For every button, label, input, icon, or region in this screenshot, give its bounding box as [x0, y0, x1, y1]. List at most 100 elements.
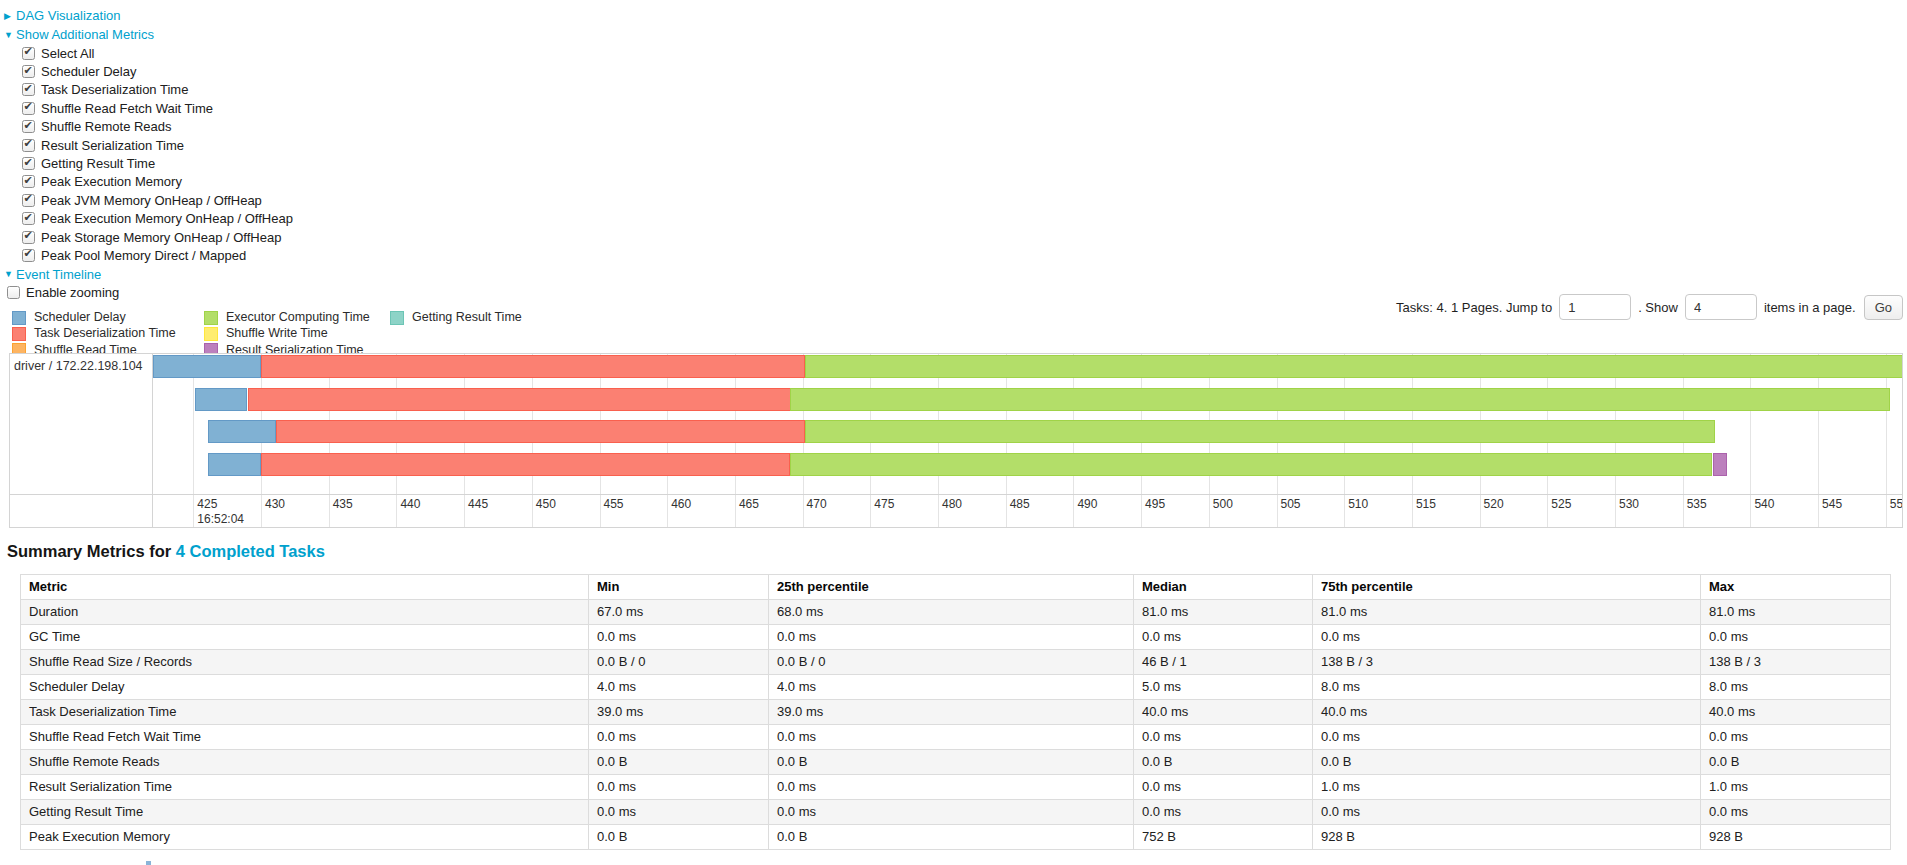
timeline-tick-label: 435 [333, 497, 353, 511]
task-segment-scheduler-delay[interactable] [208, 420, 276, 443]
timeline-tick-label: 465 [739, 497, 759, 511]
timeline-executor-cell: driver / 172.22.198.104 [10, 354, 152, 527]
task-segment-executor-computing[interactable] [805, 355, 1902, 378]
metric-checkbox[interactable] [22, 157, 35, 170]
summary-metrics-table: MetricMin25th percentileMedian75th perce… [20, 574, 1891, 850]
legend-item: Scheduler Delay [12, 310, 176, 326]
items-per-page-input[interactable] [1685, 294, 1757, 320]
timeline-tick-label: 475 [874, 497, 894, 511]
go-button[interactable]: Go [1864, 295, 1903, 320]
metric-checkbox[interactable] [22, 139, 35, 152]
task-segment-executor-computing[interactable] [790, 388, 1889, 411]
metric-value-cell: 0.0 ms [1701, 800, 1891, 825]
timeline-task-row [153, 453, 1902, 476]
metric-checkbox[interactable] [22, 102, 35, 115]
legend-label: Shuffle Write Time [226, 326, 328, 340]
metric-value-cell: 0.0 ms [1134, 775, 1313, 800]
jump-to-page-input[interactable] [1559, 294, 1631, 320]
table-row: Shuffle Read Size / Records0.0 B / 00.0 … [21, 650, 1891, 675]
additional-metrics-checkbox-list: Select AllScheduler DelayTask Deserializ… [4, 44, 293, 265]
legend-item: Shuffle Write Time [204, 326, 370, 342]
task-segment-executor-computing[interactable] [790, 453, 1712, 476]
metric-name-cell: Task Deserialization Time [21, 700, 589, 725]
timeline-tick-label: 500 [1213, 497, 1233, 511]
show-additional-metrics-toggle[interactable]: ▼ Show Additional Metrics [4, 25, 293, 44]
timeline-tick-label: 480 [942, 497, 962, 511]
enable-zooming-checkbox[interactable] [7, 286, 20, 299]
timeline-tick-label: 425 [197, 497, 217, 511]
metric-value-cell: 0.0 B [1134, 750, 1313, 775]
completed-tasks-link[interactable]: 4 Completed Tasks [176, 542, 325, 560]
dag-visualization-label: DAG Visualization [16, 8, 121, 23]
metric-checkbox[interactable] [22, 120, 35, 133]
next-section-indicator-cutoff [146, 861, 151, 865]
task-segment-scheduler-delay[interactable] [195, 388, 248, 411]
event-timeline-toggle[interactable]: ▼ Event Timeline [4, 265, 293, 284]
expanded-arrow-icon: ▼ [4, 30, 16, 40]
metric-value-cell: 39.0 ms [769, 700, 1134, 725]
timeline-tick-label: 450 [536, 497, 556, 511]
metric-checkbox-row: Peak Execution Memory [4, 173, 293, 191]
task-deserialization-legend-swatch [12, 327, 26, 341]
metric-value-cell: 0.0 B [769, 825, 1134, 850]
timeline-time-label: 16:52:04 [197, 512, 244, 526]
expanded-arrow-icon: ▼ [4, 269, 16, 279]
table-row: Duration67.0 ms68.0 ms81.0 ms81.0 ms81.0… [21, 600, 1891, 625]
metric-checkbox-label: Peak Storage Memory OnHeap / OffHeap [41, 230, 281, 245]
metric-name-cell: Shuffle Remote Reads [21, 750, 589, 775]
timeline-axis-divider [10, 494, 1902, 495]
metric-checkbox[interactable] [22, 65, 35, 78]
metric-value-cell: 1.0 ms [1313, 775, 1701, 800]
task-segment-result-serialization[interactable] [1713, 453, 1728, 476]
metric-value-cell: 8.0 ms [1313, 675, 1701, 700]
timeline-tick-label: 525 [1551, 497, 1571, 511]
metric-checkbox[interactable] [22, 231, 35, 244]
legend-label: Task Deserialization Time [34, 326, 176, 340]
dag-visualization-toggle[interactable]: ▶ DAG Visualization [4, 6, 293, 25]
metric-checkbox[interactable] [22, 249, 35, 262]
task-segment-scheduler-delay[interactable] [153, 355, 261, 378]
legend-label: Getting Result Time [412, 310, 522, 324]
metric-checkbox-row: Scheduler Delay [4, 62, 293, 80]
metric-checkbox[interactable] [22, 175, 35, 188]
metric-value-cell: 0.0 ms [1313, 725, 1701, 750]
metric-value-cell: 0.0 ms [769, 725, 1134, 750]
timeline-tick-label: 545 [1822, 497, 1842, 511]
timeline-tick-label: 460 [671, 497, 691, 511]
metric-checkbox[interactable] [22, 212, 35, 225]
table-row: Getting Result Time0.0 ms0.0 ms0.0 ms0.0… [21, 800, 1891, 825]
task-segment-task-deserialization[interactable] [261, 355, 805, 378]
table-header-cell: 75th percentile [1313, 575, 1701, 600]
table-header-row: MetricMin25th percentileMedian75th perce… [21, 575, 1891, 600]
metric-value-cell: 5.0 ms [1134, 675, 1313, 700]
metric-checkbox[interactable] [22, 83, 35, 96]
metric-value-cell: 81.0 ms [1701, 600, 1891, 625]
task-segment-task-deserialization[interactable] [261, 453, 790, 476]
metric-value-cell: 138 B / 3 [1313, 650, 1701, 675]
task-segment-task-deserialization[interactable] [276, 420, 805, 443]
metric-name-cell: Shuffle Read Size / Records [21, 650, 589, 675]
summary-metrics-title: Summary Metrics for [7, 542, 171, 560]
timeline-tick-label: 485 [1010, 497, 1030, 511]
metric-value-cell: 928 B [1313, 825, 1701, 850]
pagination-items-text: items in a page. [1764, 300, 1856, 315]
metric-checkbox-row: Peak Pool Memory Direct / Mapped [4, 246, 293, 264]
metric-value-cell: 81.0 ms [1134, 600, 1313, 625]
metric-value-cell: 138 B / 3 [1701, 650, 1891, 675]
metric-checkbox-label: Peak Pool Memory Direct / Mapped [41, 248, 246, 263]
metric-checkbox[interactable] [22, 194, 35, 207]
metric-value-cell: 0.0 ms [1701, 725, 1891, 750]
metric-value-cell: 0.0 ms [589, 775, 769, 800]
task-segment-executor-computing[interactable] [805, 420, 1715, 443]
enable-zooming-label: Enable zooming [26, 285, 119, 300]
scheduler-delay-legend-swatch [12, 311, 26, 325]
metric-value-cell: 0.0 ms [1313, 800, 1701, 825]
metric-value-cell: 0.0 ms [589, 800, 769, 825]
metric-value-cell: 0.0 ms [769, 800, 1134, 825]
task-segment-scheduler-delay[interactable] [208, 453, 261, 476]
task-segment-task-deserialization[interactable] [248, 388, 791, 411]
timeline-tick-label: 440 [400, 497, 420, 511]
metric-checkbox[interactable] [22, 47, 35, 60]
table-row: Shuffle Remote Reads0.0 B0.0 B0.0 B0.0 B… [21, 750, 1891, 775]
getting-result-legend-swatch [390, 311, 404, 325]
